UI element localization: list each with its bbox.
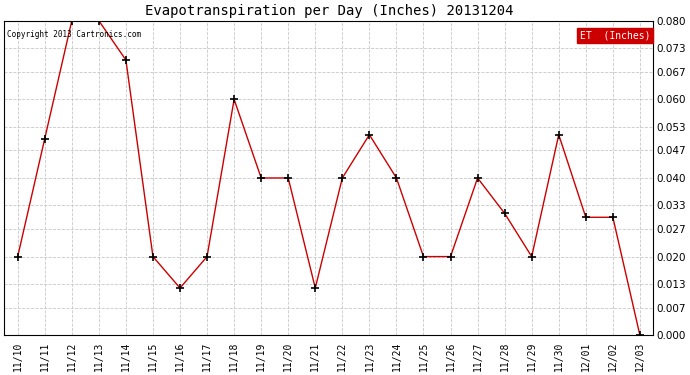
Title: Evapotranspiration per Day (Inches) 20131204: Evapotranspiration per Day (Inches) 2013… — [144, 4, 513, 18]
Text: ET  (Inches): ET (Inches) — [580, 30, 650, 40]
Text: Copyright 2013 Cartronics.com: Copyright 2013 Cartronics.com — [8, 30, 141, 39]
